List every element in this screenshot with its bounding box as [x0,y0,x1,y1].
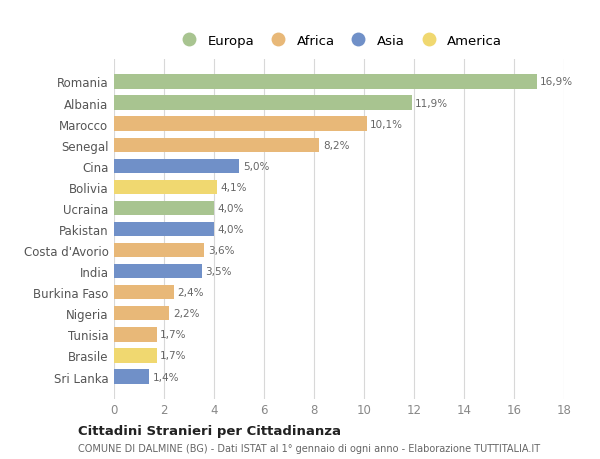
Bar [114,117,367,131]
Text: 10,1%: 10,1% [370,119,403,129]
Text: 1,7%: 1,7% [160,330,187,340]
Text: 16,9%: 16,9% [540,77,574,87]
Text: 4,0%: 4,0% [218,203,244,213]
Text: 8,2%: 8,2% [323,140,349,151]
Text: 5,0%: 5,0% [243,162,269,171]
Bar [114,180,217,195]
Text: 2,4%: 2,4% [178,288,204,297]
Bar [114,264,202,279]
Bar [114,369,149,384]
Legend: Europa, Africa, Asia, America: Europa, Africa, Asia, America [173,32,505,50]
Text: 4,1%: 4,1% [220,182,247,192]
Text: 2,2%: 2,2% [173,308,199,319]
Bar [114,328,157,342]
Bar [114,243,204,257]
Bar [114,75,536,90]
Text: 1,7%: 1,7% [160,351,187,361]
Text: 11,9%: 11,9% [415,98,448,108]
Text: 3,6%: 3,6% [208,246,234,256]
Text: Cittadini Stranieri per Cittadinanza: Cittadini Stranieri per Cittadinanza [78,424,341,437]
Bar [114,307,169,321]
Bar [114,202,214,216]
Text: 3,5%: 3,5% [205,267,232,277]
Bar [114,159,239,174]
Text: COMUNE DI DALMINE (BG) - Dati ISTAT al 1° gennaio di ogni anno - Elaborazione TU: COMUNE DI DALMINE (BG) - Dati ISTAT al 1… [78,443,540,453]
Bar [114,138,319,152]
Text: 1,4%: 1,4% [153,372,179,382]
Bar [114,222,214,237]
Bar [114,285,174,300]
Text: 4,0%: 4,0% [218,224,244,235]
Bar [114,96,412,111]
Bar [114,348,157,363]
